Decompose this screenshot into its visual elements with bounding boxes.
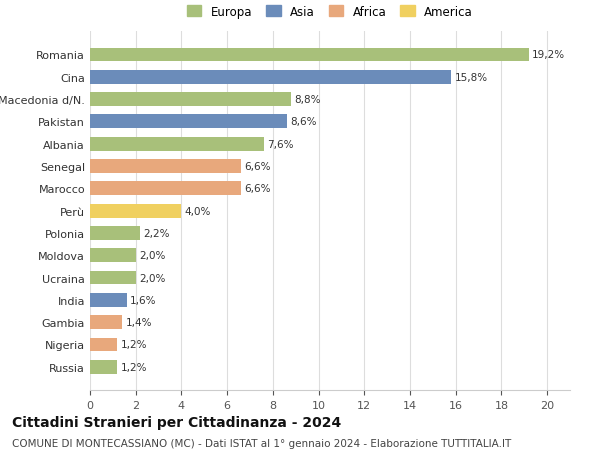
Text: 2,0%: 2,0% [139,251,166,261]
Text: 6,6%: 6,6% [244,184,271,194]
Bar [90,293,127,307]
Text: 6,6%: 6,6% [244,162,271,172]
Bar [90,160,241,174]
Text: COMUNE DI MONTECASSIANO (MC) - Dati ISTAT al 1° gennaio 2024 - Elaborazione TUTT: COMUNE DI MONTECASSIANO (MC) - Dati ISTA… [12,438,511,448]
Legend: Europa, Asia, Africa, America: Europa, Asia, Africa, America [184,2,476,22]
Bar [90,249,136,263]
Bar [90,48,529,62]
Text: 15,8%: 15,8% [455,73,488,83]
Bar [90,338,118,352]
Text: 1,2%: 1,2% [121,362,148,372]
Text: 2,2%: 2,2% [144,229,170,238]
Bar [90,137,264,151]
Bar [90,93,291,107]
Text: 1,2%: 1,2% [121,340,148,350]
Bar [90,360,118,374]
Text: 1,4%: 1,4% [125,318,152,327]
Bar [90,315,122,330]
Text: 1,6%: 1,6% [130,295,157,305]
Text: Cittadini Stranieri per Cittadinanza - 2024: Cittadini Stranieri per Cittadinanza - 2… [12,415,341,429]
Bar [90,71,451,84]
Text: 2,0%: 2,0% [139,273,166,283]
Bar [90,271,136,285]
Text: 8,8%: 8,8% [295,95,321,105]
Text: 19,2%: 19,2% [532,50,565,60]
Text: 8,6%: 8,6% [290,117,317,127]
Bar [90,204,181,218]
Bar [90,226,140,241]
Text: 7,6%: 7,6% [267,140,293,149]
Bar [90,182,241,196]
Text: 4,0%: 4,0% [185,206,211,216]
Bar [90,115,287,129]
